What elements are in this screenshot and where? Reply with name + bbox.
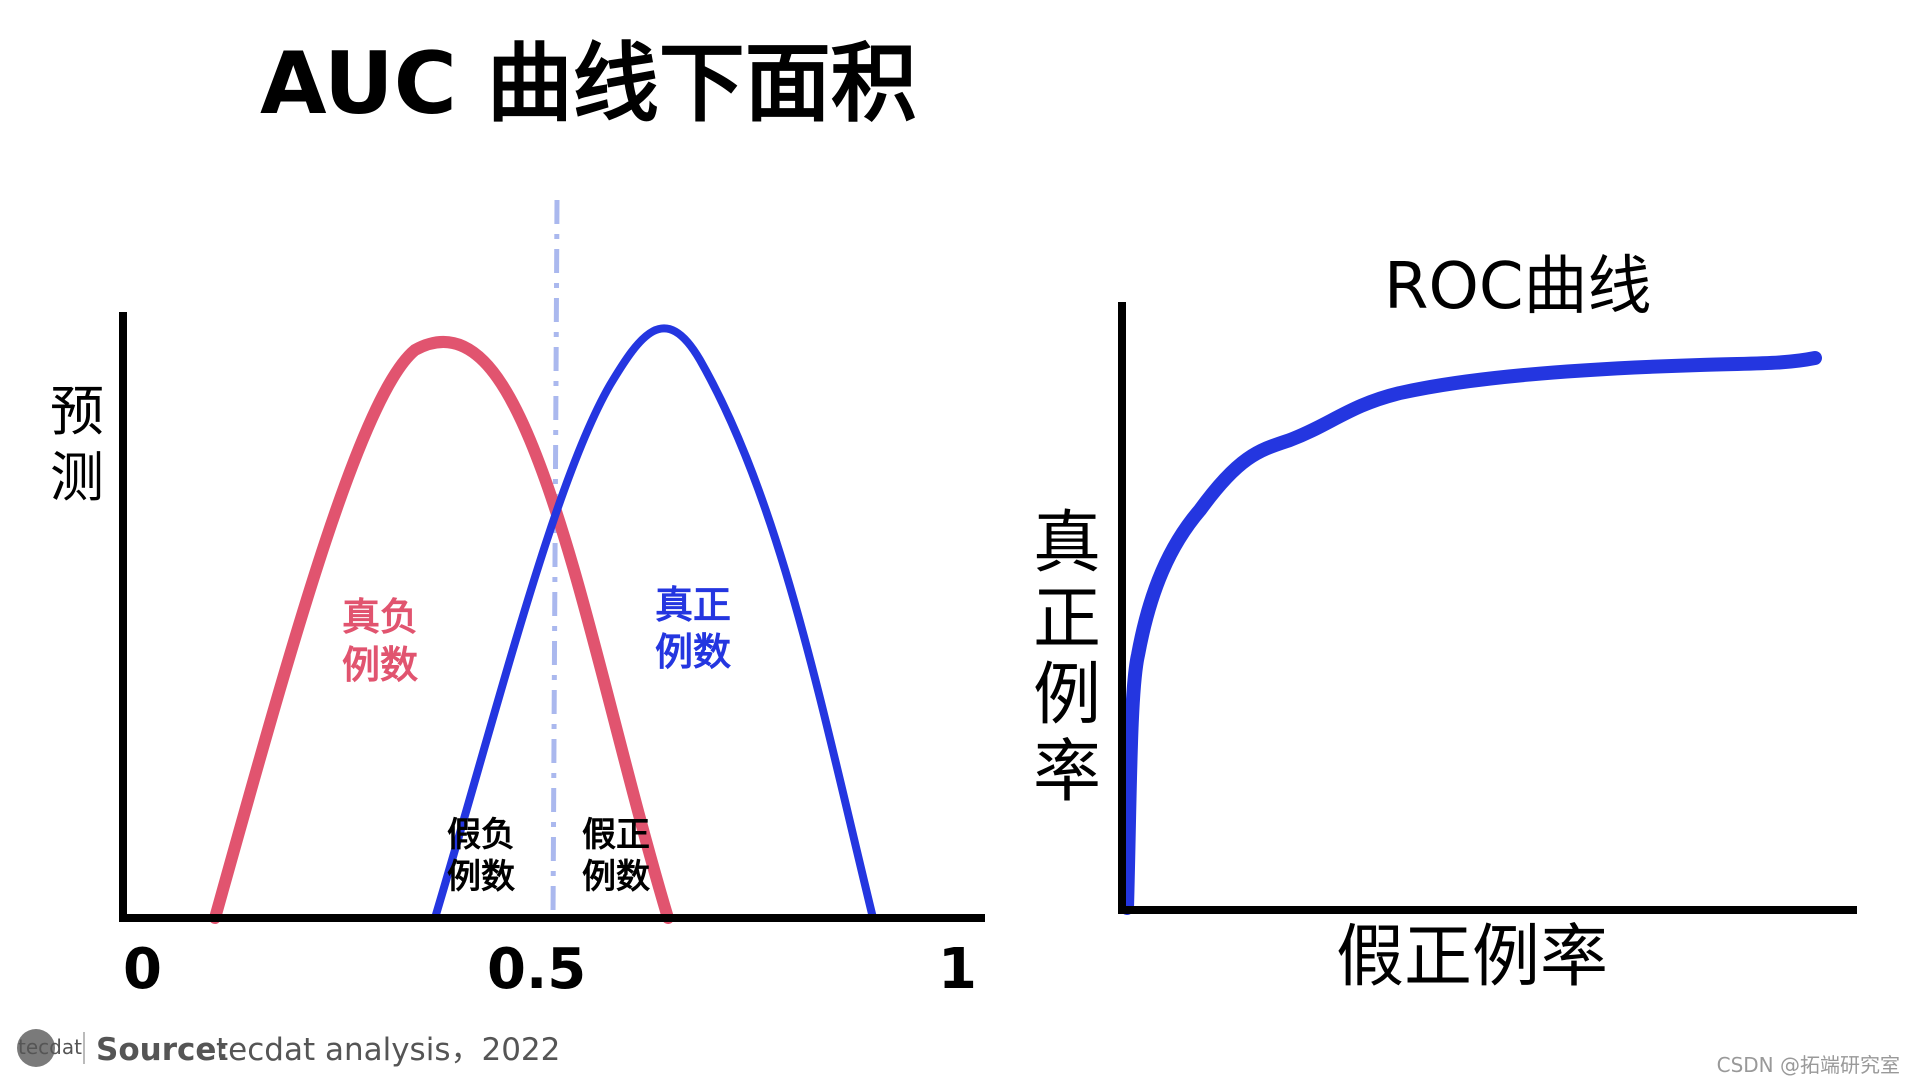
x-tick-1: 1 — [938, 937, 977, 1002]
x-tick-0: 0 — [123, 937, 162, 1002]
false-negative-label-2: 例数 — [447, 857, 515, 897]
roc-title: ROC曲线 — [1384, 250, 1652, 324]
roc-y-axis-label-1: 真 — [1033, 504, 1101, 583]
false-positive-label-1: 假正 — [582, 815, 650, 855]
threshold-line — [550, 199, 560, 919]
false-positive-label-2: 例数 — [582, 857, 650, 897]
true-positive-label-2: 例数 — [655, 630, 731, 674]
left-y-axis-label-1: 预 — [50, 380, 104, 443]
roc-y-axis-label-2: 正 — [1033, 580, 1101, 659]
roc-y-axis-label-4: 率 — [1033, 733, 1101, 812]
source-text: tecdat analysis，2022 — [216, 1032, 560, 1068]
left-y-axis-label-2: 测 — [50, 446, 104, 509]
distribution-diagram: 预 测 0 0.5 1 真负 例数 真正 例数 假负 例数 假正 例数 — [50, 199, 985, 1002]
true-negative-label-1: 真负 — [342, 595, 418, 639]
logo-text: tecdat — [18, 1035, 82, 1059]
false-negative-label-1: 假负 — [447, 815, 515, 855]
roc-diagram: ROC曲线 真 正 例 率 假正例率 — [1033, 250, 1857, 997]
x-tick-0-5: 0.5 — [487, 937, 586, 1002]
source-label: Source: — [96, 1032, 229, 1068]
true-negative-curve — [209, 336, 674, 924]
roc-x-axis-label: 假正例率 — [1336, 918, 1608, 997]
true-negative-label-2: 例数 — [342, 643, 418, 687]
roc-y-axis-label-3: 例 — [1033, 656, 1101, 735]
watermark: CSDN @拓端研究室 — [1717, 1053, 1900, 1077]
roc-curve — [1120, 351, 1822, 915]
page-title: AUC 曲线下面积 — [260, 34, 917, 134]
footer: tecdat Source: tecdat analysis，2022 CSDN… — [17, 1029, 1900, 1077]
true-positive-label-1: 真正 — [655, 583, 731, 627]
true-positive-curve — [431, 324, 877, 922]
tecdat-logo-icon — [17, 1029, 55, 1067]
